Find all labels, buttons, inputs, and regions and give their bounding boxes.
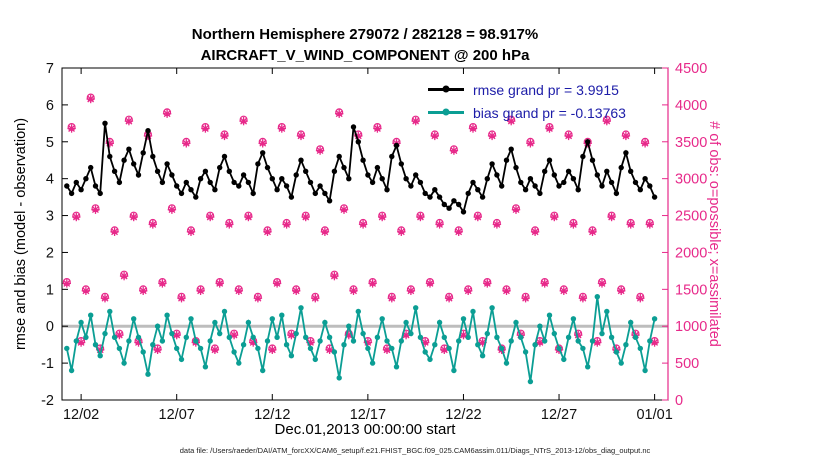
legend-rmse-swatch — [428, 85, 464, 93]
left-y-tick-label: -1 — [41, 356, 54, 372]
legend: rmse grand pr = 3.9915 bias grand pr = -… — [428, 78, 626, 124]
left-y-tick-label: 0 — [46, 319, 54, 335]
right-y-tick-label: 1500 — [675, 282, 707, 298]
x-tick-label: 12/07 — [159, 407, 195, 423]
obs-scatter — [62, 93, 659, 354]
rmse-series — [64, 120, 658, 215]
chart-title-line1: Northern Hemisphere 279072 / 282128 = 98… — [191, 26, 539, 43]
right-y-tick-label: 4000 — [675, 98, 707, 114]
data-file-caption: data file: /Users/raeder/DAI/ATM_forcXX/… — [179, 446, 651, 455]
left-y-tick-label: 4 — [46, 172, 54, 188]
left-y-tick-label: 5 — [46, 135, 54, 151]
x-tick-label: 01/01 — [636, 407, 672, 423]
right-y-tick-label: 1000 — [675, 319, 707, 335]
right-y-tick-label: 500 — [675, 356, 699, 372]
right-y-tick-label: 2000 — [675, 245, 707, 261]
x-tick-label: 12/22 — [445, 407, 481, 423]
legend-bias-label: bias grand pr = -0.13763 — [473, 104, 626, 121]
legend-rmse-row: rmse grand pr = 3.9915 — [428, 78, 626, 101]
left-y-tick-label: 7 — [46, 61, 54, 77]
left-y-tick-label: -2 — [41, 393, 54, 409]
chart-title-line2: AIRCRAFT_V_WIND_COMPONENT @ 200 hPa — [200, 47, 530, 64]
x-axis-label: Dec.01,2013 00:00:00 start — [274, 421, 456, 438]
x-tick-label: 12/17 — [350, 407, 386, 423]
right-y-tick-label: 0 — [675, 393, 683, 409]
x-tick-label: 12/12 — [254, 407, 290, 423]
legend-rmse-label: rmse grand pr = 3.9915 — [473, 81, 619, 98]
x-tick-label: 12/02 — [63, 407, 99, 423]
left-y-tick-label: 2 — [46, 245, 54, 261]
right-y-tick-label: 3000 — [675, 172, 707, 188]
axes: 12/02 12/07 12/12 12/17 12/22 12/27 01/01 -2 -1 0… — [41, 61, 707, 423]
legend-bias-row: bias grand pr = -0.13763 — [428, 101, 626, 124]
x-tick-label: 12/27 — [541, 407, 577, 423]
legend-bias-swatch — [428, 108, 464, 116]
left-y-tick-label: 1 — [46, 282, 54, 298]
left-y-axis-label: rmse and bias (model - observation) — [13, 117, 29, 351]
right-y-tick-label: 3500 — [675, 135, 707, 151]
right-y-tick-label: 4500 — [675, 61, 707, 77]
left-y-tick-label: 3 — [46, 209, 54, 225]
bias-series — [64, 294, 658, 385]
left-y-tick-label: 6 — [46, 98, 54, 114]
right-y-axis-label: # of obs: o=possible; x=assimilated — [706, 121, 722, 347]
right-y-tick-label: 2500 — [675, 209, 707, 225]
